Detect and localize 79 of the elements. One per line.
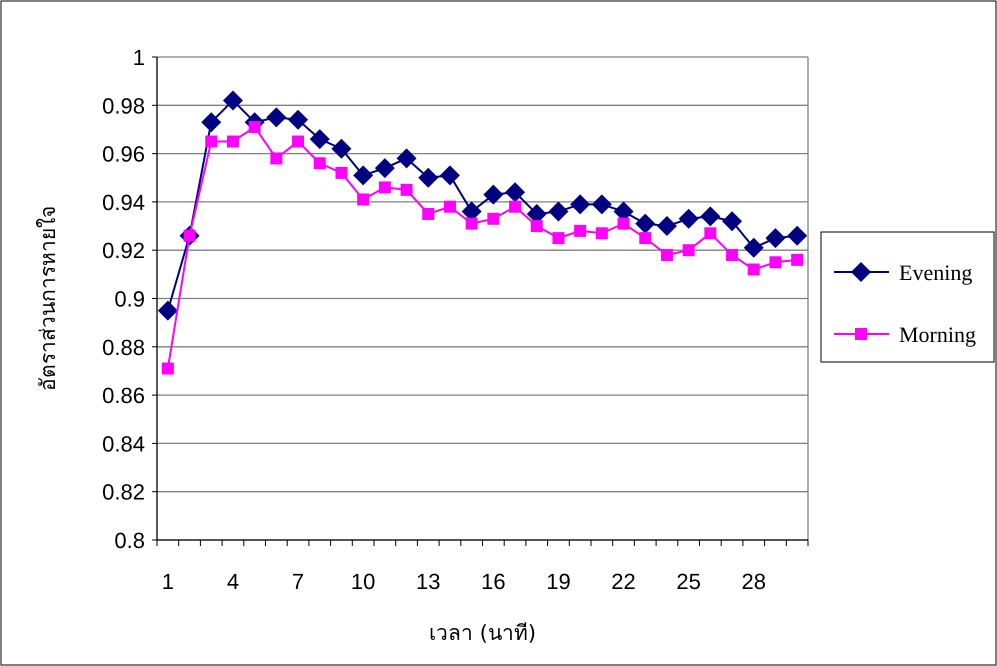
y-tick-label: 0.92 bbox=[102, 238, 145, 264]
point bbox=[314, 157, 326, 170]
y-tick-label: 0.96 bbox=[102, 142, 145, 167]
point bbox=[310, 129, 330, 150]
point bbox=[444, 200, 456, 213]
point bbox=[682, 244, 695, 256]
point bbox=[353, 165, 374, 186]
point bbox=[769, 256, 782, 268]
point bbox=[722, 211, 742, 232]
y-tick-label: 0.82 bbox=[102, 480, 145, 505]
x-tick-label: 16 bbox=[481, 569, 506, 594]
x-tick-label: 28 bbox=[742, 569, 766, 594]
x-tick-label: 22 bbox=[611, 569, 636, 594]
point bbox=[787, 226, 808, 246]
point bbox=[201, 112, 222, 132]
point bbox=[748, 264, 760, 276]
point bbox=[505, 182, 526, 202]
x-axis-title: เวลา (นาที) bbox=[428, 621, 536, 645]
point bbox=[552, 232, 564, 244]
point bbox=[483, 184, 504, 205]
x-tick-label: 4 bbox=[226, 569, 240, 594]
point bbox=[704, 227, 716, 240]
point bbox=[660, 249, 673, 262]
point bbox=[162, 362, 174, 375]
point bbox=[378, 181, 391, 194]
point bbox=[335, 166, 348, 179]
y-tick-label: 0.86 bbox=[102, 383, 145, 408]
point bbox=[205, 136, 218, 148]
point bbox=[596, 227, 608, 240]
x-tick-label: 10 bbox=[350, 569, 376, 594]
x-tick-label: 25 bbox=[676, 569, 701, 594]
point bbox=[570, 194, 590, 214]
legend-label: Morning bbox=[899, 322, 976, 347]
point bbox=[678, 208, 699, 229]
point bbox=[592, 194, 612, 214]
point bbox=[292, 136, 304, 148]
point bbox=[466, 218, 478, 230]
point bbox=[422, 208, 434, 220]
point bbox=[270, 152, 282, 164]
point bbox=[574, 224, 586, 237]
point bbox=[791, 254, 804, 266]
y-tick-label: 0.88 bbox=[102, 334, 145, 360]
point bbox=[226, 136, 239, 148]
y-tick-label: 1 bbox=[132, 45, 145, 70]
point bbox=[357, 193, 370, 206]
y-tick-label: 0.84 bbox=[102, 431, 145, 456]
x-tick-label: 13 bbox=[416, 569, 440, 594]
point bbox=[248, 121, 261, 134]
point bbox=[288, 110, 308, 130]
legend-label: Evening bbox=[899, 260, 972, 285]
y-tick-label: 0.9 bbox=[114, 286, 145, 312]
point bbox=[509, 200, 522, 213]
x-tick-label: 19 bbox=[546, 569, 571, 594]
y-tick-label: 0.8 bbox=[114, 528, 145, 553]
point bbox=[396, 148, 417, 168]
point bbox=[266, 107, 286, 128]
y-tick-label: 0.94 bbox=[102, 190, 145, 215]
point bbox=[487, 212, 500, 225]
point bbox=[374, 158, 395, 178]
x-tick-label: 7 bbox=[292, 569, 304, 594]
x-tick-label: 1 bbox=[162, 569, 174, 594]
point bbox=[744, 238, 764, 258]
point bbox=[639, 232, 652, 244]
y-tick-label: 0.98 bbox=[102, 93, 145, 118]
point bbox=[656, 216, 677, 236]
point bbox=[635, 214, 656, 234]
point bbox=[400, 184, 413, 196]
point bbox=[548, 202, 568, 222]
point bbox=[700, 206, 720, 226]
point bbox=[726, 249, 738, 262]
y-axis-title: อัตราส่วนการหายใจ bbox=[36, 206, 60, 391]
point bbox=[418, 168, 438, 188]
point bbox=[331, 138, 352, 159]
point bbox=[618, 218, 630, 230]
point bbox=[530, 220, 543, 232]
point bbox=[222, 90, 243, 110]
point bbox=[440, 165, 460, 186]
point bbox=[765, 228, 786, 248]
point bbox=[158, 300, 178, 321]
